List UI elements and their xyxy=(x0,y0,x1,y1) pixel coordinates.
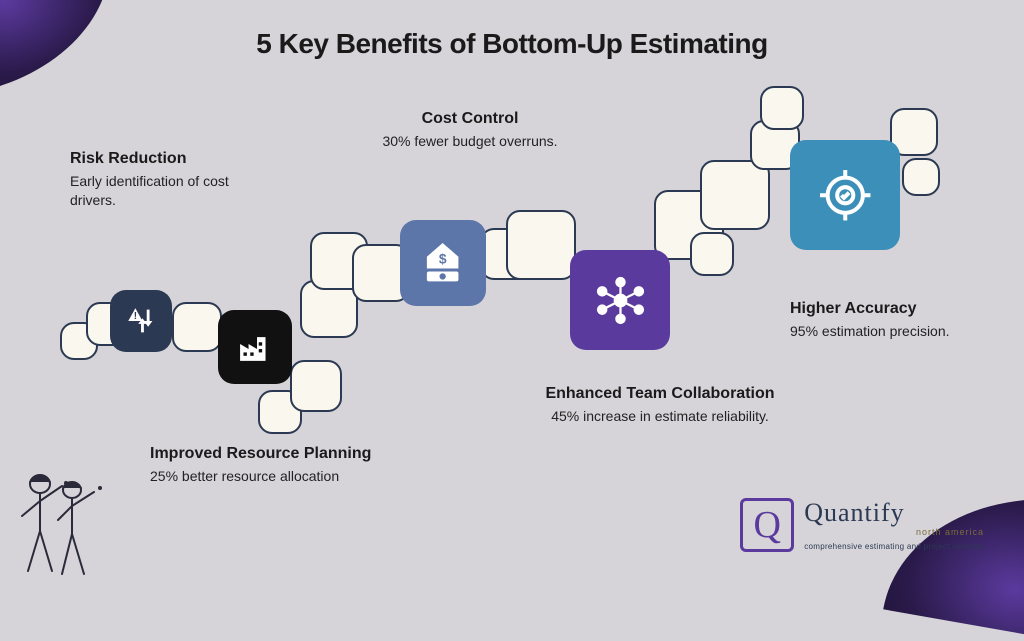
target-check-icon xyxy=(815,165,876,226)
benefit-accuracy: Higher Accuracy 95% estimation precision… xyxy=(790,300,970,341)
page-title: 5 Key Benefits of Bottom-Up Estimating xyxy=(0,28,1024,60)
risk-icon-tile: ! xyxy=(110,290,172,352)
benefit-risk: Risk Reduction Early identification of c… xyxy=(70,150,240,210)
logo-mark: Q xyxy=(740,498,794,552)
house-dollar-icon: $ xyxy=(419,239,466,286)
team-icon-tile xyxy=(570,250,670,350)
svg-text:!: ! xyxy=(134,311,137,322)
deco-tile xyxy=(506,210,576,280)
accuracy-icon-tile xyxy=(790,140,900,250)
benefit-cost-title: Cost Control xyxy=(340,110,600,128)
resource-icon-tile xyxy=(218,310,292,384)
benefit-resource: Improved Resource Planning 25% better re… xyxy=(150,445,430,486)
logo-text-block: Quantify north america comprehensive est… xyxy=(804,500,984,551)
benefit-resource-sub: 25% better resource allocation xyxy=(150,467,430,486)
logo-tagline: comprehensive estimating and project ser… xyxy=(804,543,984,551)
deco-tile xyxy=(700,160,770,230)
workers-illustration xyxy=(10,456,120,576)
benefit-team-sub: 45% increase in estimate reliability. xyxy=(500,407,820,426)
deco-tile xyxy=(290,360,342,412)
cost-icon-tile: $ xyxy=(400,220,486,306)
brand-logo: Q Quantify north america comprehensive e… xyxy=(740,498,984,552)
benefit-resource-title: Improved Resource Planning xyxy=(150,445,430,463)
warning-arrows-icon: ! xyxy=(124,304,158,338)
benefit-cost-sub: 30% fewer budget overruns. xyxy=(340,132,600,151)
network-icon xyxy=(593,273,648,328)
factory-icon xyxy=(235,327,276,368)
logo-region: north america xyxy=(804,528,984,537)
benefit-accuracy-sub: 95% estimation precision. xyxy=(790,322,970,341)
benefit-cost: Cost Control 30% fewer budget overruns. xyxy=(340,110,600,151)
deco-tile xyxy=(760,86,804,130)
corner-decoration-bottom-right xyxy=(883,471,1024,640)
benefit-risk-sub: Early identification of cost drivers. xyxy=(70,172,240,210)
benefit-team-title: Enhanced Team Collaboration xyxy=(500,385,820,403)
svg-text:$: $ xyxy=(439,252,447,267)
deco-tile xyxy=(172,302,222,352)
deco-tile xyxy=(690,232,734,276)
benefit-team: Enhanced Team Collaboration 45% increase… xyxy=(500,385,820,426)
benefit-risk-title: Risk Reduction xyxy=(70,150,240,168)
deco-tile xyxy=(902,158,940,196)
logo-name: Quantify xyxy=(804,500,984,526)
benefit-accuracy-title: Higher Accuracy xyxy=(790,300,970,318)
